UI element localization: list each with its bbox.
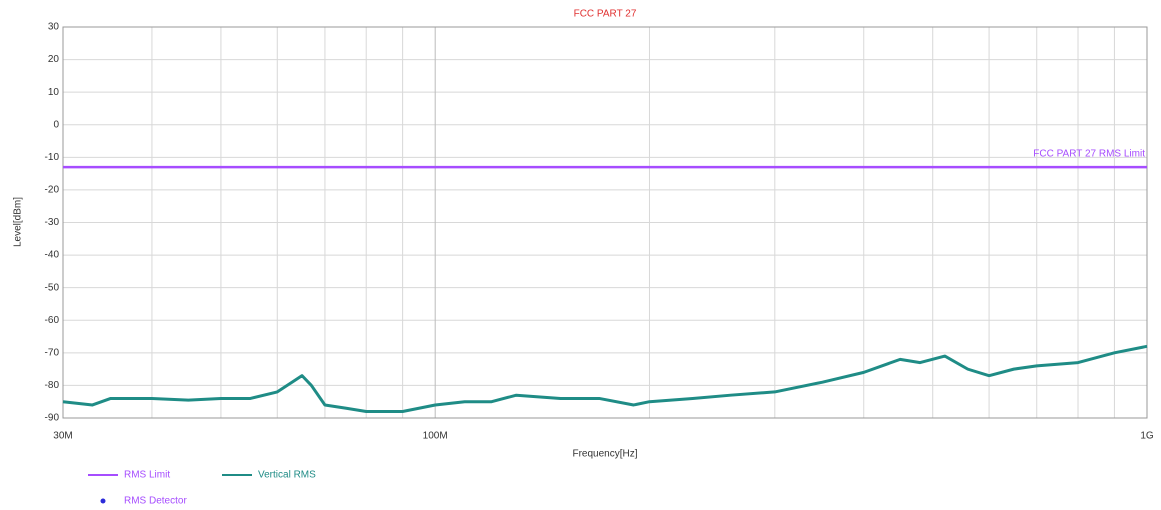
trace (62, 344, 1148, 413)
y-tick-label: 30 (48, 22, 60, 33)
y-tick-label: 20 (48, 54, 60, 65)
legend-label: RMS Detector (124, 496, 187, 507)
legend-label: Vertical RMS (258, 470, 316, 481)
y-tick-label: -50 (45, 282, 60, 293)
y-tick-label: -20 (45, 185, 60, 196)
x-tick-label: 100M (423, 431, 448, 442)
y-tick-label: -60 (45, 315, 60, 326)
y-tick-label: -80 (45, 380, 60, 391)
legend-label: RMS Limit (124, 470, 170, 481)
y-tick-label: -30 (45, 217, 60, 228)
y-tick-label: 0 (53, 119, 59, 130)
y-tick-label: -90 (45, 413, 60, 424)
y-tick-label: -40 (45, 250, 60, 261)
y-tick-label: -10 (45, 152, 60, 163)
x-axis-label: Frequency[Hz] (572, 449, 637, 460)
plot-frame (62, 26, 1148, 419)
x-tick-label: 30M (53, 431, 72, 442)
limit-label: FCC PART 27 RMS Limit (1033, 149, 1145, 160)
y-axis-label: Level[dBm] (13, 197, 24, 247)
x-tick-label: 1G (1140, 431, 1154, 442)
legend-swatch (100, 498, 106, 504)
y-tick-label: -70 (45, 347, 60, 358)
chart-title: FCC PART 27 (574, 9, 637, 20)
y-tick-label: 10 (48, 87, 60, 98)
